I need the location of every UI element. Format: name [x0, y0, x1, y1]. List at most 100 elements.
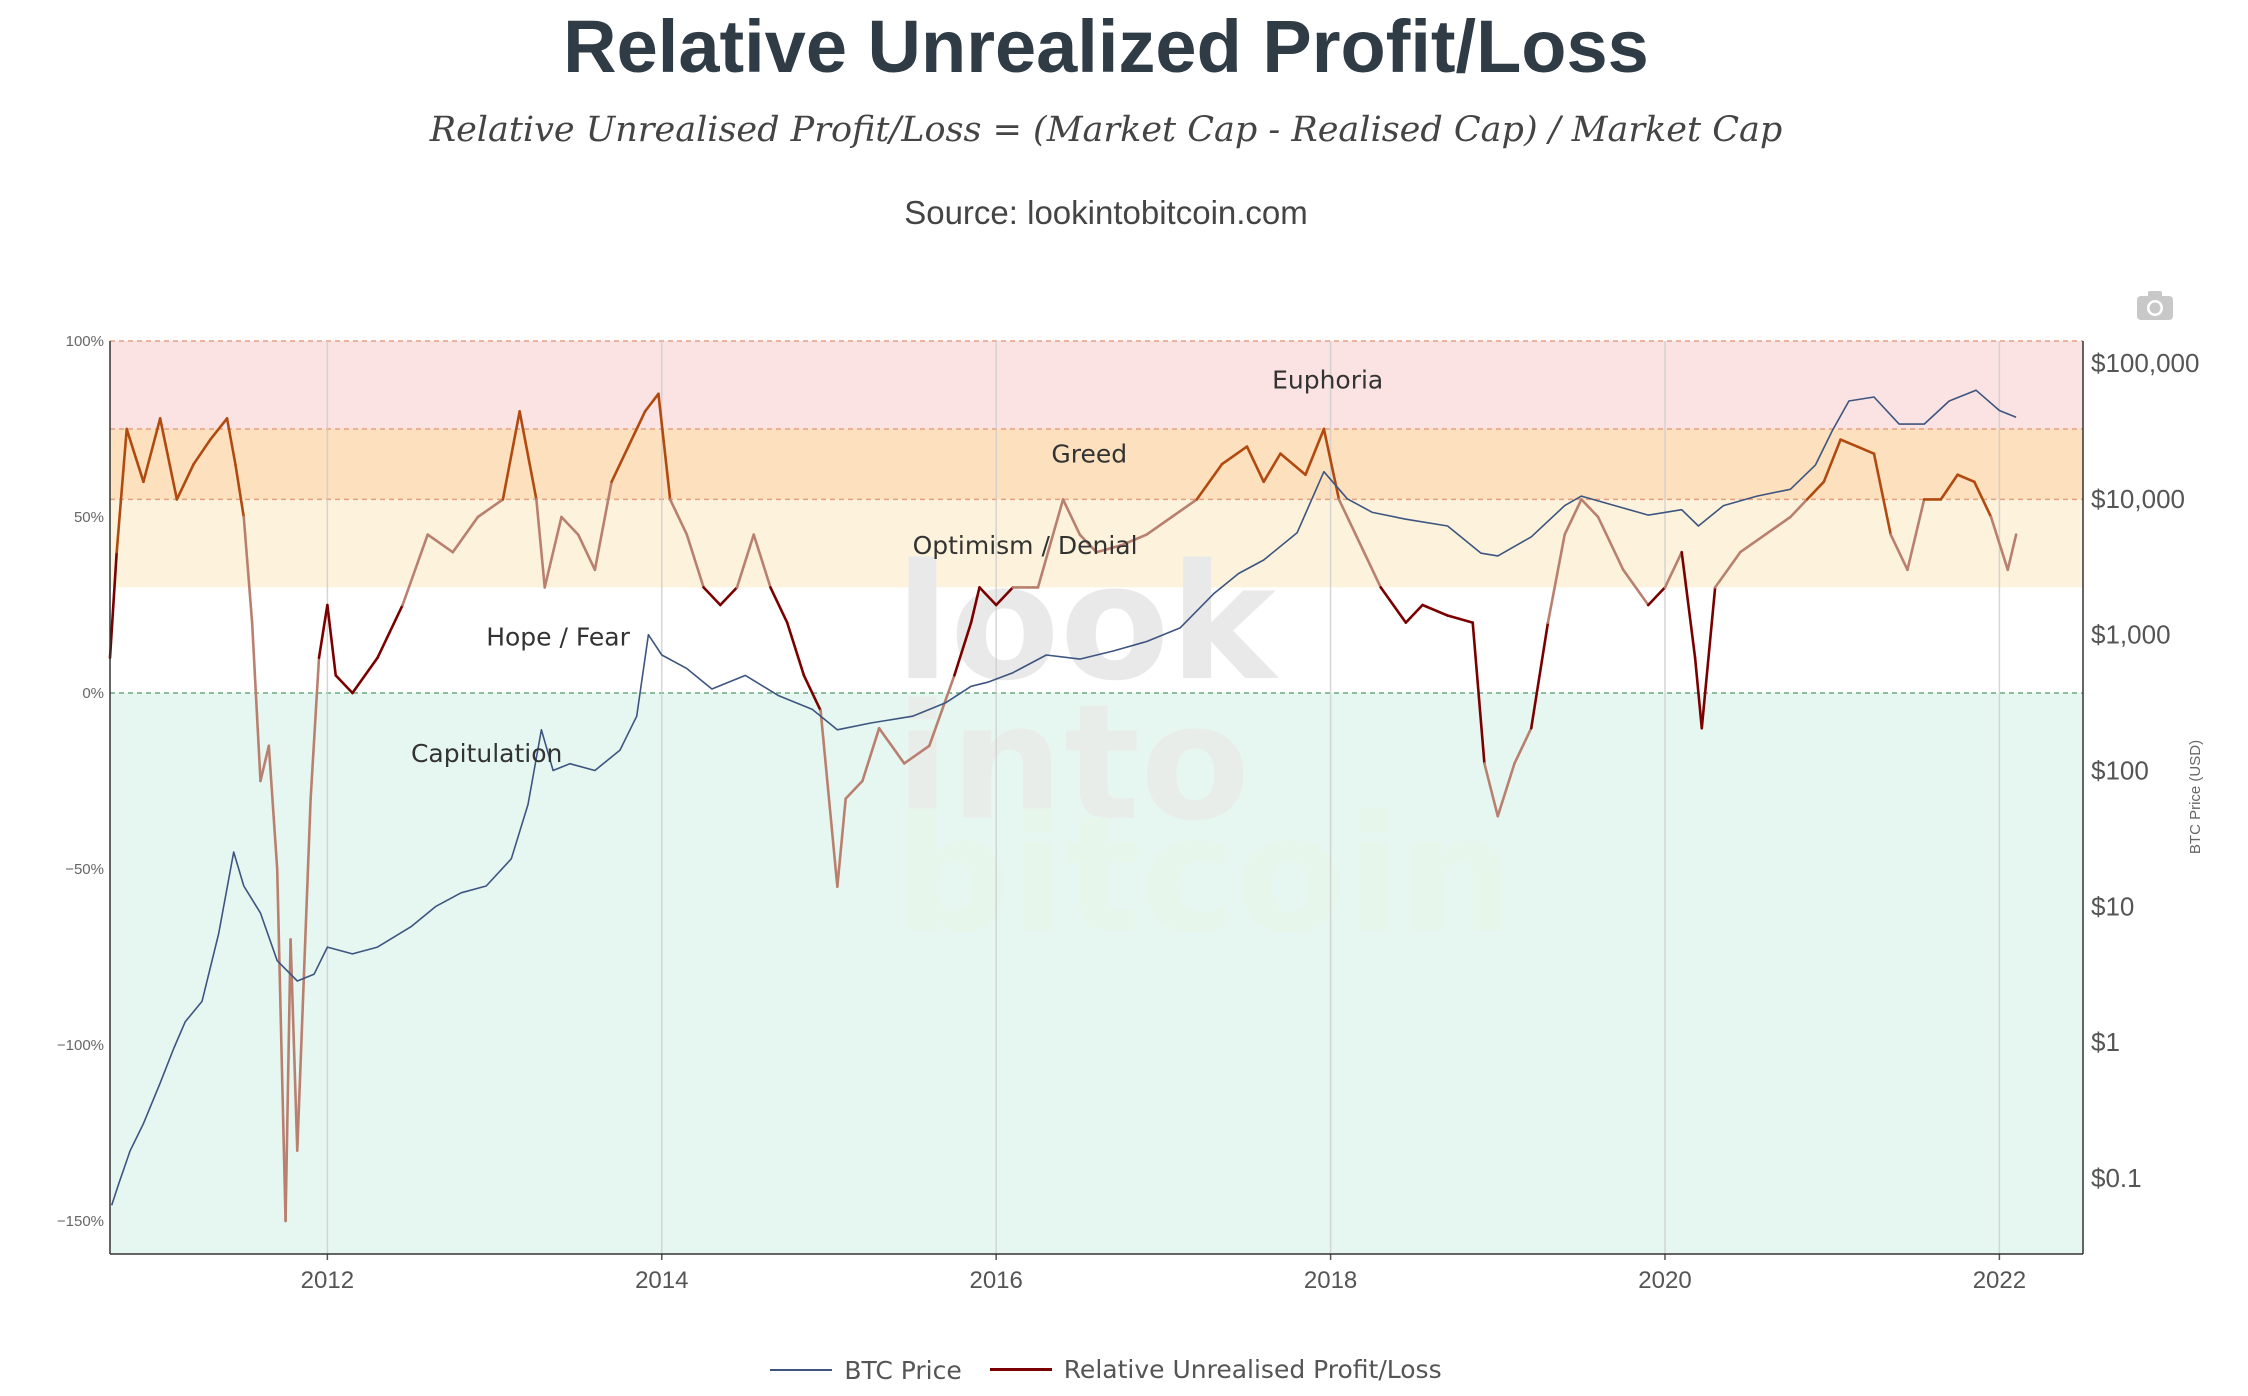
nupl-line-segment [1322, 427, 1341, 501]
camera-icon[interactable] [2135, 288, 2175, 322]
nupl-line-segment [1973, 480, 1993, 519]
y-left-tick-label: 0% [82, 685, 104, 702]
nupl-line-segment [1220, 445, 1249, 466]
nupl-line-segment [1663, 550, 1684, 589]
nupl-line-segment [1546, 533, 1566, 624]
nupl-line-segment [535, 498, 547, 589]
nupl-line-segment [1304, 427, 1326, 477]
nupl-line-segment [326, 603, 338, 677]
nupl-line-segment [877, 726, 906, 765]
nupl-line-segment [2006, 533, 2018, 572]
nupl-line-segment [1471, 621, 1486, 765]
nupl-line-segment [560, 515, 580, 536]
y-left-tick-label: 100% [66, 333, 104, 350]
legend-label-btc-price: BTC Price [844, 1355, 962, 1385]
nupl-line-segment [1956, 473, 1976, 484]
nupl-line-segment [1805, 480, 1826, 501]
nupl-line-segment [234, 462, 246, 519]
nupl-line-segment [1170, 498, 1199, 519]
nupl-line-segment [1621, 568, 1650, 607]
nupl-line-segment [1120, 533, 1148, 547]
nupl-line-segment [1195, 462, 1224, 501]
nupl-line-segment [267, 744, 279, 871]
nupl-line-segment [175, 462, 195, 501]
nupl-line-segment [1245, 445, 1266, 484]
watermark-text: into [895, 669, 1250, 856]
legend-item-btc-price[interactable]: BTC Price [770, 1355, 962, 1385]
nupl-line-segment [785, 621, 806, 677]
y-left-tick-label: −50% [65, 861, 104, 878]
series-lines [108, 389, 2018, 1223]
x-tick-label: 2016 [969, 1267, 1022, 1294]
nupl-line-segment [1855, 445, 1876, 455]
nupl-line-segment [209, 417, 229, 441]
nupl-line-segment [969, 586, 981, 624]
nupl-line-segment [1421, 603, 1449, 617]
zone-band-euphoria [110, 341, 2083, 429]
nupl-line-segment [317, 603, 329, 660]
y-left-tick-label: 50% [74, 509, 104, 526]
nupl-line-segment [1939, 473, 1959, 501]
nupl-line-segment [275, 867, 287, 1223]
nupl-line-segment [1379, 586, 1408, 624]
zone-labels: Euphoria Greed Optimism / Denial Hope / Fea… [411, 366, 1383, 768]
nupl-line-segment [1872, 452, 1893, 536]
legend: BTC Price Relative Unrealised Profit/Los… [0, 1348, 2212, 1385]
nupl-line-segment [376, 603, 404, 660]
watermark-text: look [895, 529, 1280, 716]
nupl-line-segment [1036, 498, 1065, 589]
zone-label-euphoria: Euphoria [1272, 366, 1383, 395]
nupl-line-segment [802, 674, 822, 712]
nupl-line-segment [1839, 438, 1859, 448]
zone-band-hope-fear [110, 587, 2083, 693]
nupl-line-segment [994, 586, 1015, 607]
nupl-line-segment [1989, 515, 2010, 572]
y-right-tick-label: $100 [2091, 756, 2149, 786]
y-right-axis-title: BTC Price (USD) [2187, 740, 2204, 854]
nupl-line-segment [668, 498, 689, 536]
nupl-line-segment [844, 779, 864, 800]
nupl-line-segment [192, 438, 212, 466]
y-right-tick-label: $10 [2091, 891, 2134, 921]
nupl-line-segment [142, 417, 162, 484]
zone-label-optimism-denial: Optimism / Denial [913, 531, 1138, 560]
nupl-line-segment [576, 533, 597, 572]
nupl-line-segment [1446, 614, 1475, 624]
nupl-line-segment [1822, 438, 1842, 484]
nupl-line-segment [451, 515, 480, 554]
y-right-tick-label: $1,000 [2091, 620, 2171, 650]
nupl-line-segment [953, 621, 973, 677]
formula-subtitle: Relative Unrealised Profit/Loss = (Marke… [429, 110, 1783, 150]
nupl-line-segment [225, 417, 237, 466]
nupl-line-segment [401, 533, 429, 607]
zone-label-capitulation: Capitulation [411, 739, 562, 768]
nupl-line-segment [627, 410, 647, 448]
nupl-line-segment [657, 392, 672, 501]
legend-label-nupl: Relative Unrealised Profit/Loss [1063, 1355, 1442, 1384]
nupl-line-segment [242, 515, 254, 624]
legend-item-nupl[interactable]: Relative Unrealised Profit/Loss [989, 1355, 1442, 1384]
nupl-line-segment [735, 533, 756, 589]
nupl-line-segment [108, 550, 118, 660]
nupl-line-segment [836, 797, 847, 888]
nupl-line-segment [259, 744, 271, 783]
nupl-line-segment [1889, 533, 1909, 572]
nupl-line-segment [1354, 533, 1383, 589]
nupl-line-segment [978, 586, 998, 607]
nupl-line-segment [643, 392, 660, 413]
nupl-line-segment [1095, 543, 1123, 554]
nupl-line-segment [1496, 762, 1516, 818]
watermark-text: bitcoin [895, 781, 1514, 968]
nupl-line-segment [610, 445, 630, 484]
y-left-tick-label: −100% [57, 1037, 104, 1054]
nupl-line-segment [476, 498, 505, 519]
nupl-line-segment [295, 973, 306, 1152]
zone-label-hope-fear: Hope / Fear [486, 623, 630, 652]
y-right-tick-label: $0.1 [2091, 1163, 2142, 1193]
y-left-tick-label: −150% [57, 1213, 104, 1230]
x-tick-label: 2022 [1973, 1267, 2026, 1294]
nupl-line-segment [158, 417, 179, 501]
nupl-line-segment [1145, 515, 1174, 536]
nupl-line-segment [1693, 656, 1704, 730]
